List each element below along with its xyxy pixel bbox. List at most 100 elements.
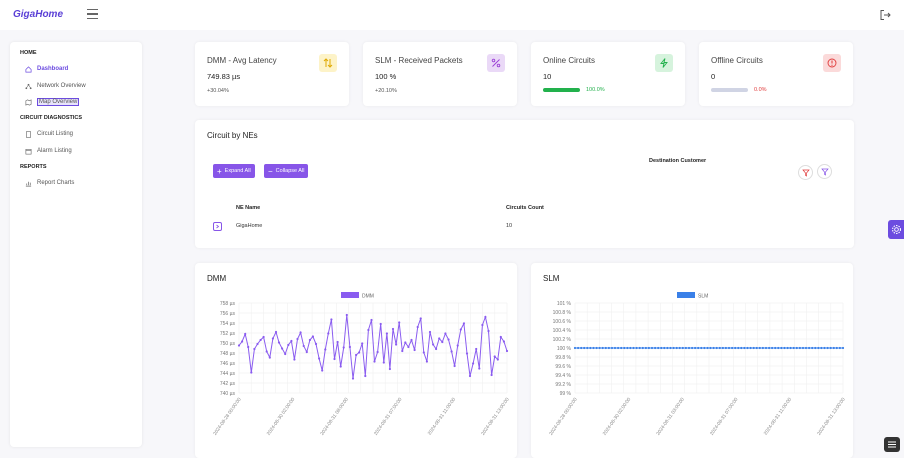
data-point bbox=[490, 373, 493, 377]
y-tick-label: 754 µs bbox=[220, 321, 236, 327]
data-point bbox=[373, 360, 376, 363]
kpi-value: 100 % bbox=[375, 72, 397, 81]
data-point bbox=[681, 346, 684, 350]
data-point bbox=[318, 357, 321, 360]
sidebar: HOME Dashboard Network Overview Map Over… bbox=[10, 42, 142, 447]
data-point bbox=[737, 346, 740, 350]
data-point bbox=[361, 342, 364, 345]
data-point bbox=[580, 346, 583, 350]
data-point bbox=[774, 346, 777, 350]
data-point bbox=[598, 346, 601, 350]
y-tick-label: 100.4 % bbox=[553, 328, 572, 334]
data-point bbox=[284, 352, 287, 356]
data-point bbox=[783, 346, 786, 350]
slm-chart-title: SLM bbox=[543, 274, 560, 283]
kpi-change: +30.04% bbox=[207, 88, 229, 94]
series-line bbox=[238, 314, 508, 379]
swap-vertical-icon bbox=[319, 54, 337, 72]
data-point bbox=[789, 346, 792, 350]
menu-lines-icon[interactable] bbox=[884, 437, 900, 452]
kpi-change: +20.10% bbox=[375, 88, 397, 94]
data-point bbox=[761, 346, 764, 350]
data-point bbox=[465, 352, 469, 355]
data-point bbox=[595, 346, 598, 350]
data-point bbox=[586, 346, 589, 350]
y-tick-label: 101 % bbox=[557, 301, 572, 307]
x-tick-label: 2024-08-31 07:00:00 bbox=[373, 396, 404, 436]
data-point bbox=[287, 343, 290, 347]
data-point bbox=[786, 346, 789, 350]
x-tick-label: 2024-08-28 00:00:00 bbox=[212, 396, 243, 436]
legend-label: DMM bbox=[362, 294, 374, 300]
data-point bbox=[675, 346, 678, 350]
data-point bbox=[691, 346, 694, 350]
data-point bbox=[499, 335, 502, 339]
settings-gear-icon[interactable] bbox=[888, 220, 904, 239]
sidebar-item-report-charts[interactable]: Report Charts bbox=[25, 178, 74, 188]
data-point bbox=[262, 335, 265, 339]
data-point bbox=[792, 346, 795, 350]
kpi-card-offline-circuits: Offline Circuits 0 0.0% bbox=[699, 42, 853, 106]
data-point bbox=[798, 346, 801, 350]
sidebar-section-reports: REPORTS bbox=[20, 164, 47, 170]
map-icon bbox=[25, 98, 32, 106]
filter-clear-icon bbox=[801, 169, 810, 177]
data-point bbox=[678, 346, 681, 350]
data-point bbox=[253, 347, 256, 351]
data-point bbox=[823, 346, 826, 350]
x-tick-label: 2024-08-30 02:00:00 bbox=[602, 396, 633, 436]
data-point bbox=[768, 346, 771, 350]
y-tick-label: 756 µs bbox=[220, 311, 236, 317]
data-point bbox=[404, 341, 407, 344]
data-point bbox=[826, 346, 829, 350]
filter-button[interactable] bbox=[817, 164, 832, 179]
collapse-all-button[interactable]: − Collapse All bbox=[264, 164, 309, 178]
sidebar-item-map-overview[interactable]: Map Overview bbox=[25, 97, 80, 107]
data-point bbox=[237, 344, 241, 347]
sidebar-item-circuit-listing[interactable]: Circuit Listing bbox=[25, 129, 73, 139]
data-point bbox=[663, 346, 666, 350]
data-point bbox=[305, 350, 308, 354]
kpi-title: SLM - Received Packets bbox=[375, 56, 463, 65]
data-point bbox=[324, 348, 327, 351]
clear-filter-button[interactable] bbox=[798, 165, 813, 180]
data-point bbox=[468, 374, 472, 378]
data-point bbox=[493, 355, 496, 358]
kpi-card-dmm-latency: DMM - Avg Latency 749.83 µs +30.04% bbox=[195, 42, 349, 106]
expand-row-icon[interactable] bbox=[213, 222, 222, 231]
data-point bbox=[370, 318, 373, 322]
data-point bbox=[718, 346, 721, 350]
data-point bbox=[484, 315, 487, 319]
sidebar-item-dashboard[interactable]: Dashboard bbox=[25, 64, 68, 74]
hamburger-menu-icon[interactable] bbox=[87, 9, 98, 20]
data-point bbox=[817, 346, 820, 350]
x-tick-label: 2024-08-31 13:00:00 bbox=[816, 396, 847, 436]
document-icon bbox=[26, 130, 31, 138]
data-point bbox=[250, 371, 253, 374]
dmm-chart-title: DMM bbox=[207, 274, 227, 283]
sidebar-item-alarm-listing[interactable]: Alarm Listing bbox=[25, 146, 72, 156]
calendar-icon bbox=[25, 148, 32, 154]
data-point bbox=[700, 346, 703, 350]
data-point bbox=[441, 340, 444, 344]
data-point bbox=[450, 350, 453, 353]
data-point bbox=[592, 346, 595, 350]
sidebar-item-network-overview[interactable]: Network Overview bbox=[25, 81, 86, 91]
data-point bbox=[755, 346, 758, 350]
logout-icon[interactable] bbox=[879, 9, 891, 21]
data-point bbox=[607, 346, 610, 350]
home-icon bbox=[25, 65, 32, 72]
expand-all-button[interactable]: + Expand All bbox=[213, 164, 255, 178]
kpi-title: Offline Circuits bbox=[711, 56, 763, 65]
app-logo[interactable]: GigaHome bbox=[13, 9, 64, 20]
data-point bbox=[505, 349, 509, 353]
legend-label: SLM bbox=[698, 294, 708, 300]
data-point bbox=[632, 346, 635, 350]
dmm-chart-card: DMM DMM 758 µs 756 µs 754 µs 752 µs 750 µs 748… bbox=[195, 263, 517, 458]
lightning-icon bbox=[655, 54, 673, 72]
data-point bbox=[638, 346, 641, 350]
dmm-line-chart: DMM 758 µs 756 µs 754 µs 752 µs 750 µs 748 µs 7… bbox=[212, 292, 511, 437]
data-point bbox=[478, 367, 481, 370]
data-point bbox=[336, 340, 339, 344]
data-point bbox=[777, 346, 780, 350]
